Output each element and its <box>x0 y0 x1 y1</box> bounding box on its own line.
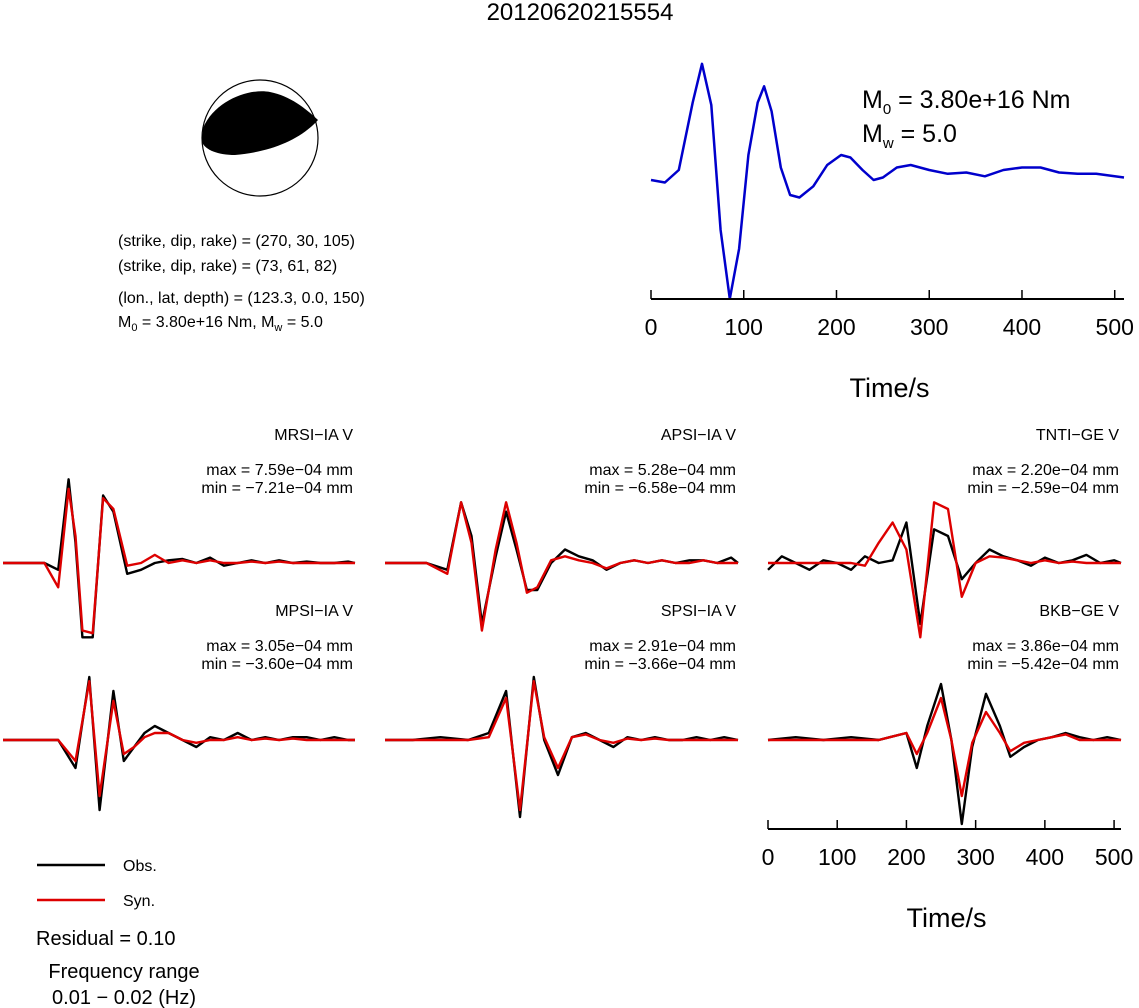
beachball-line4: M0 = 3.80e+16 Nm, Mw = 5.0 <box>118 314 323 334</box>
beachball-compressional <box>202 91 318 155</box>
panel-2-min: min = −2.59e−04 mm <box>967 480 1119 497</box>
panel-3-obs-line <box>3 675 355 812</box>
panel-1-syn-line <box>385 501 738 632</box>
legend-obs-label: Obs. <box>123 858 157 875</box>
panel-5-tick-label-100: 100 <box>818 844 856 870</box>
stf-line <box>650 62 1125 301</box>
panel-4-syn-line <box>385 680 738 812</box>
panel-1-max: max = 5.28e−04 mm <box>589 462 736 479</box>
panel-0-min: min = −7.21e−04 mm <box>201 480 353 497</box>
panel-4-min: min = −3.66e−04 mm <box>584 656 736 673</box>
panel-2-syn-line <box>768 501 1121 639</box>
panel-0-max: max = 7.59e−04 mm <box>206 462 353 479</box>
freq-range-line1: Frequency range <box>48 961 199 983</box>
legend-syn-label: Syn. <box>123 893 155 910</box>
panel-5-syn-line <box>768 696 1121 798</box>
panel-5-max: max = 3.86e−04 mm <box>972 638 1119 655</box>
panel-5-min: min = −5.42e−04 mm <box>967 656 1119 673</box>
stf-mw: Mw = 5.0 <box>862 120 957 152</box>
beachball-line2: (strike, dip, rake) = (73, 61, 82) <box>118 258 337 275</box>
panel-5-x-label: Time/s <box>907 903 987 933</box>
panel-1-min: min = −6.58e−04 mm <box>584 480 736 497</box>
panel-2-max: max = 2.20e−04 mm <box>972 462 1119 479</box>
beachball-line3: (lon., lat, depth) = (123.3, 0.0, 150) <box>118 290 365 307</box>
panel-3-syn-line <box>3 680 355 798</box>
stf-x-label: Time/s <box>850 373 930 403</box>
panel-4-title: SPSI−IA V <box>661 603 736 620</box>
residual-text: Residual = 0.10 <box>36 928 176 950</box>
stf-tick-label-500: 500 <box>1096 314 1134 340</box>
figure-title: 20120620215554 <box>487 0 674 26</box>
freq-range-line2: 0.01 − 0.02 (Hz) <box>52 987 196 1008</box>
panel-2-title: TNTI−GE V <box>1036 427 1119 444</box>
panel-0-syn-line <box>3 487 355 635</box>
stf-tick-label-200: 200 <box>817 314 855 340</box>
panel-0-title: MRSI−IA V <box>274 427 353 444</box>
panel-5-title: BKB−GE V <box>1039 603 1119 620</box>
stf-tick-label-400: 400 <box>1003 314 1041 340</box>
panel-4-max: max = 2.91e−04 mm <box>589 638 736 655</box>
stf-tick-label-300: 300 <box>910 314 948 340</box>
stf-tick-label-100: 100 <box>725 314 763 340</box>
panel-5-tick-label-400: 400 <box>1026 844 1064 870</box>
panel-5-tick-label-300: 300 <box>956 844 994 870</box>
beachball-line1: (strike, dip, rake) = (270, 30, 105) <box>118 233 355 250</box>
stf-tick-label-0: 0 <box>645 314 658 340</box>
panel-5-tick-label-200: 200 <box>887 844 925 870</box>
panel-3-min: min = −3.60e−04 mm <box>201 656 353 673</box>
panel-3-title: MPSI−IA V <box>275 603 353 620</box>
panel-5-tick-label-500: 500 <box>1095 844 1133 870</box>
panel-3-max: max = 3.05e−04 mm <box>206 638 353 655</box>
stf-m0: M0 = 3.80e+16 Nm <box>862 86 1070 118</box>
panel-5-obs-line <box>767 682 1122 826</box>
panel-5-tick-label-0: 0 <box>762 844 775 870</box>
panel-4-obs-line <box>385 675 739 819</box>
beachball <box>201 79 319 197</box>
panel-1-title: APSI−IA V <box>661 427 736 444</box>
